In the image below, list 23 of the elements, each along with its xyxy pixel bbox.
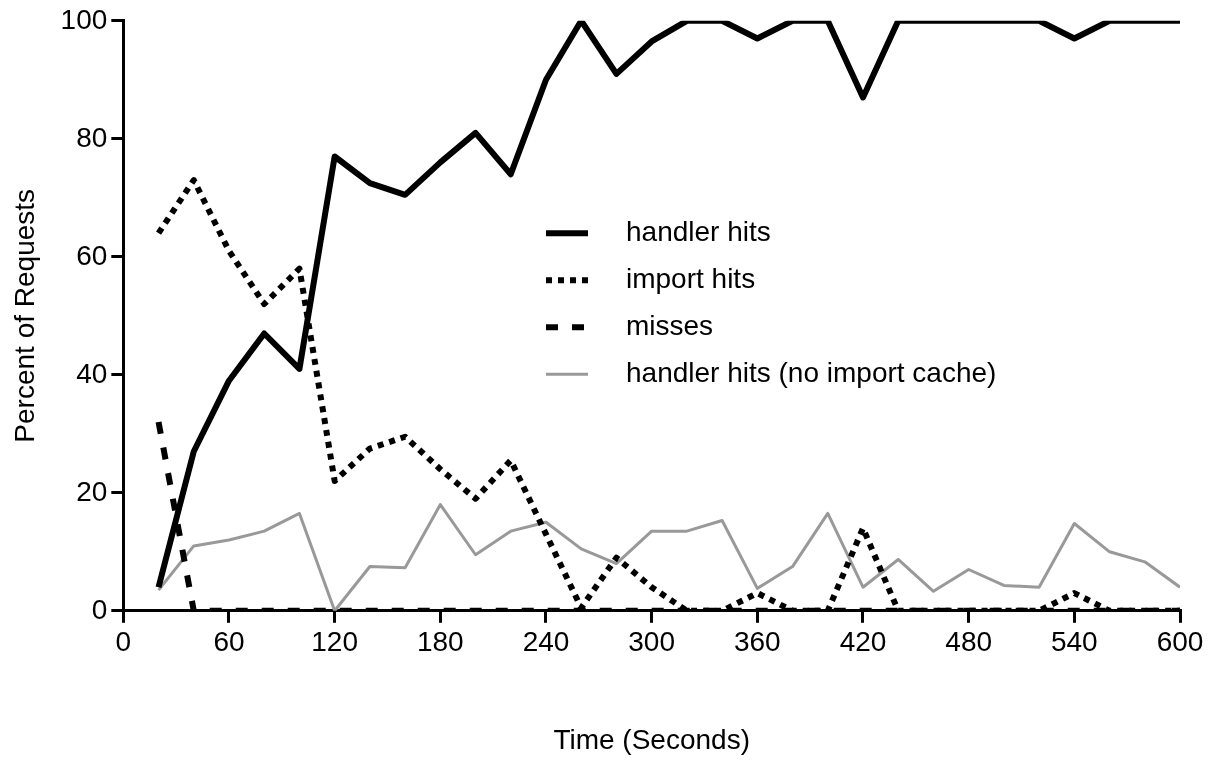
x-tick-label: 480 xyxy=(945,626,993,658)
x-tick-label: 240 xyxy=(522,626,570,658)
y-tick-label: 20 xyxy=(76,475,108,507)
x-tick-label: 300 xyxy=(628,626,676,658)
x-tick-label: 180 xyxy=(416,626,464,658)
x-tick-label: 120 xyxy=(311,626,359,658)
x-tick-label: 420 xyxy=(839,626,887,658)
legend-label: import hits xyxy=(625,262,756,294)
y-axis-title: Percent of Requests xyxy=(8,188,40,443)
y-tick-label: 0 xyxy=(91,593,108,625)
y-tick-label: 40 xyxy=(76,357,108,389)
legend-label: handler hits (no import cache) xyxy=(625,356,997,388)
y-tick-label: 60 xyxy=(76,239,108,271)
x-tick-label: 0 xyxy=(115,626,132,658)
x-tick-label: 540 xyxy=(1050,626,1098,658)
x-axis-title: Time (Seconds) xyxy=(553,723,750,755)
y-tick-label: 100 xyxy=(60,3,108,35)
x-tick-label: 360 xyxy=(733,626,781,658)
x-tick-label: 600 xyxy=(1156,626,1204,658)
legend-label: handler hits xyxy=(625,215,771,247)
legend-label: misses xyxy=(625,309,714,341)
x-tick-label: 60 xyxy=(213,626,245,658)
y-tick-label: 80 xyxy=(76,121,108,153)
